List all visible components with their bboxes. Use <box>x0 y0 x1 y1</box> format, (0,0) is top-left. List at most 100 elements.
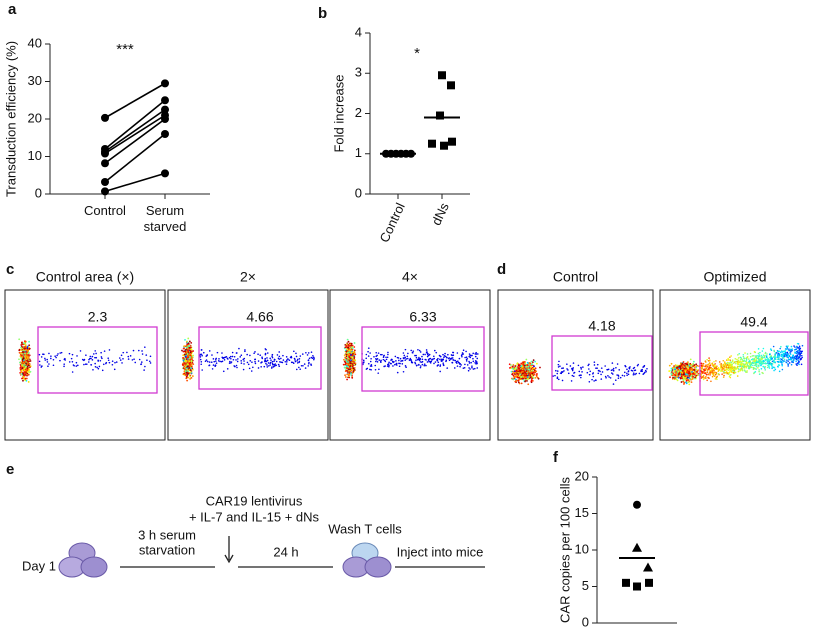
dot <box>594 379 597 381</box>
dot <box>789 348 792 351</box>
dot <box>279 361 281 363</box>
dot <box>40 356 43 358</box>
dot <box>146 359 148 362</box>
dot <box>455 361 457 364</box>
dot <box>91 355 94 358</box>
dot <box>758 354 761 356</box>
dot <box>770 355 773 357</box>
dot <box>96 366 98 369</box>
point <box>645 578 653 587</box>
dot <box>727 358 730 361</box>
dot <box>190 356 193 359</box>
dot <box>182 354 185 357</box>
dot <box>616 363 619 365</box>
dot <box>729 363 731 365</box>
dot <box>684 362 687 365</box>
dot <box>452 354 455 357</box>
dot <box>263 365 266 368</box>
dot <box>27 364 30 367</box>
dot <box>24 378 26 380</box>
dot <box>270 359 272 361</box>
dot <box>626 372 628 375</box>
dot <box>44 359 47 361</box>
dot <box>720 363 723 365</box>
dot <box>723 361 726 363</box>
dot <box>182 356 184 359</box>
dot <box>388 364 390 367</box>
dot <box>188 358 191 361</box>
dot <box>728 362 730 364</box>
dot <box>676 379 679 382</box>
dot <box>570 380 573 382</box>
dot <box>686 363 689 366</box>
dot <box>702 378 705 381</box>
dot <box>791 349 793 352</box>
dot <box>793 348 796 351</box>
dot <box>700 369 703 371</box>
y-axis-label: Fold increase <box>331 74 346 152</box>
dot <box>686 373 688 376</box>
dot <box>294 359 296 361</box>
dot <box>419 366 422 369</box>
dot <box>55 356 57 359</box>
dot <box>188 345 191 347</box>
dot <box>126 351 128 354</box>
dot <box>785 345 788 348</box>
dot <box>409 357 412 360</box>
dot <box>747 365 750 367</box>
dot <box>22 357 25 360</box>
dot <box>41 365 43 367</box>
dot <box>438 354 441 357</box>
dot <box>350 359 352 362</box>
dot <box>98 365 101 368</box>
dot <box>430 360 433 363</box>
dot <box>214 358 217 361</box>
dot <box>119 359 122 361</box>
dot <box>757 367 759 369</box>
dot <box>778 353 781 356</box>
dot <box>609 377 612 379</box>
dot <box>374 368 377 371</box>
dot <box>415 359 417 362</box>
dot <box>746 356 749 358</box>
step-label: Inject into mice <box>397 544 484 559</box>
dot <box>344 346 347 349</box>
dot <box>50 357 52 360</box>
dot <box>212 358 215 360</box>
dot <box>237 358 239 360</box>
dot <box>588 380 591 383</box>
dot <box>350 342 353 345</box>
dot <box>26 372 29 375</box>
dot <box>397 357 400 359</box>
dot <box>559 365 561 367</box>
dot <box>695 368 698 371</box>
dot <box>252 366 254 369</box>
dot <box>271 362 274 365</box>
dot <box>304 367 307 369</box>
dot <box>382 358 385 361</box>
y-tick-label: 3 <box>355 65 362 80</box>
dot <box>475 351 477 354</box>
dot <box>798 347 801 349</box>
dot <box>771 360 774 363</box>
dot <box>471 366 473 369</box>
dot <box>723 369 726 371</box>
dot <box>707 376 710 379</box>
dot <box>351 368 354 371</box>
dot <box>300 364 303 367</box>
dot <box>673 378 676 381</box>
dot <box>733 361 736 364</box>
dot <box>702 362 705 365</box>
dot <box>298 366 300 369</box>
dot <box>189 354 192 357</box>
dot <box>612 373 614 375</box>
dot <box>102 363 105 366</box>
dot <box>187 349 189 351</box>
dot <box>254 351 256 353</box>
annotation: * <box>414 45 420 62</box>
dot <box>405 358 408 360</box>
dot <box>705 365 707 368</box>
dot <box>762 365 764 368</box>
dot <box>745 365 748 368</box>
dot <box>48 363 50 365</box>
